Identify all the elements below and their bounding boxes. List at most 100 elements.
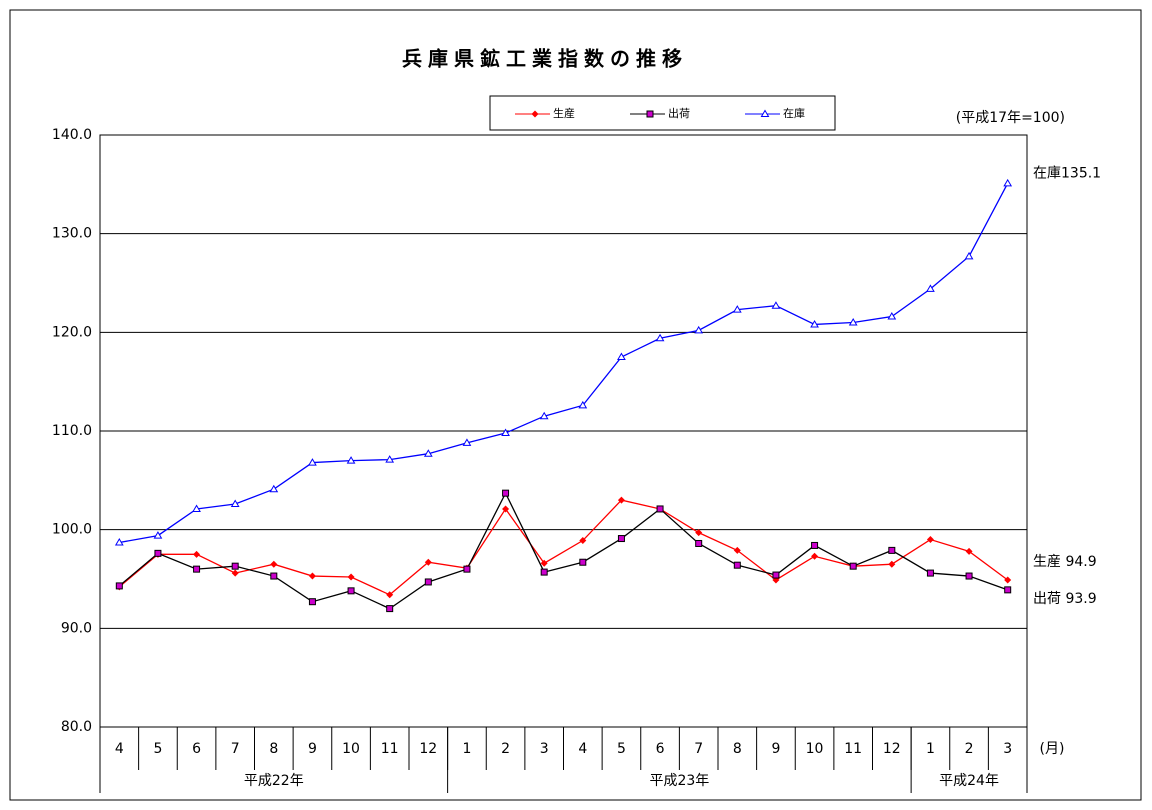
marker — [270, 572, 278, 580]
unit-note: (平成17年=100) — [956, 110, 1065, 126]
marker — [308, 458, 317, 466]
series-line — [119, 183, 1009, 544]
marker — [231, 569, 239, 577]
x-tick-label: 11 — [381, 741, 399, 757]
marker — [386, 591, 394, 599]
marker — [848, 317, 858, 326]
marker — [153, 531, 163, 539]
marker — [694, 325, 704, 334]
marker — [347, 587, 355, 595]
y-tick-label: 90.0 — [61, 620, 92, 636]
x-tick-label: 8 — [269, 741, 278, 757]
marker — [733, 561, 741, 569]
y-tick-label: 80.0 — [61, 719, 92, 735]
marker — [965, 547, 973, 555]
x-tick-label: 5 — [153, 741, 162, 757]
marker — [926, 569, 934, 577]
x-tick-label: 2 — [965, 741, 974, 757]
x-tick-label: 4 — [578, 741, 587, 757]
marker — [579, 558, 587, 566]
y-tick-label: 110.0 — [52, 423, 92, 439]
x-tick-label: 6 — [192, 741, 201, 757]
marker — [540, 568, 548, 576]
x-unit: (月) — [1040, 741, 1065, 757]
marker — [154, 549, 162, 557]
x-tick-label: 12 — [883, 741, 901, 757]
x-tick-label: 5 — [617, 741, 626, 757]
marker — [965, 572, 973, 580]
x-tick-label: 8 — [733, 741, 742, 757]
marker — [423, 449, 433, 457]
marker — [1004, 576, 1012, 584]
end-label: 出荷 93.9 — [1033, 591, 1097, 607]
marker — [772, 571, 780, 579]
x-tick-label: 10 — [342, 741, 360, 757]
chart-title: 兵庫県鉱工業指数の推移 — [402, 47, 688, 71]
group-label: 平成22年 — [244, 773, 304, 789]
y-tick-label: 140.0 — [52, 127, 92, 143]
marker — [887, 312, 897, 320]
marker — [656, 505, 664, 513]
x-tick-label: 11 — [844, 741, 862, 757]
marker — [617, 352, 626, 360]
x-tick-label: 3 — [1003, 741, 1012, 757]
marker — [964, 251, 974, 260]
marker — [926, 284, 935, 292]
marker — [695, 529, 703, 537]
y-tick-label: 100.0 — [52, 522, 92, 538]
marker — [308, 572, 316, 580]
end-label: 生産 94.9 — [1033, 554, 1097, 570]
marker — [695, 539, 703, 547]
marker — [231, 562, 239, 570]
marker — [193, 550, 201, 558]
legend-label: 生産 — [553, 106, 575, 120]
marker — [386, 605, 394, 613]
marker — [732, 305, 742, 313]
marker — [308, 598, 316, 606]
marker — [462, 438, 472, 446]
x-tick-label: 7 — [231, 741, 240, 757]
group-label: 平成24年 — [939, 773, 999, 789]
legend-box — [489, 95, 836, 131]
marker — [540, 559, 548, 567]
marker — [463, 565, 471, 573]
marker — [114, 538, 124, 546]
marker — [617, 496, 625, 504]
marker — [578, 400, 588, 409]
marker — [531, 110, 539, 118]
marker — [760, 109, 770, 117]
group-label: 平成23年 — [649, 773, 709, 789]
marker — [811, 541, 819, 549]
marker — [269, 484, 279, 493]
marker — [501, 428, 510, 436]
marker — [115, 582, 123, 590]
marker — [347, 573, 355, 581]
marker — [424, 558, 432, 566]
x-tick-label: 9 — [771, 741, 780, 757]
marker — [888, 560, 896, 568]
marker — [617, 535, 625, 543]
x-tick-label: 4 — [115, 741, 124, 757]
marker — [385, 455, 395, 463]
marker — [192, 504, 201, 512]
marker — [811, 552, 819, 560]
x-tick-label: 9 — [308, 741, 317, 757]
marker — [579, 537, 587, 545]
series-line — [118, 491, 1008, 610]
x-tick-label: 12 — [419, 741, 437, 757]
y-tick-label: 130.0 — [52, 226, 92, 242]
marker — [926, 536, 934, 544]
marker — [849, 562, 857, 570]
marker — [539, 411, 549, 420]
marker — [810, 319, 819, 328]
marker — [424, 578, 432, 586]
marker — [646, 110, 654, 118]
legend-label: 出荷 — [668, 106, 690, 120]
marker — [193, 565, 201, 573]
x-tick-label: 1 — [462, 741, 471, 757]
x-tick-label: 2 — [501, 741, 510, 757]
marker — [270, 560, 278, 568]
marker — [346, 456, 356, 464]
marker — [655, 333, 665, 342]
